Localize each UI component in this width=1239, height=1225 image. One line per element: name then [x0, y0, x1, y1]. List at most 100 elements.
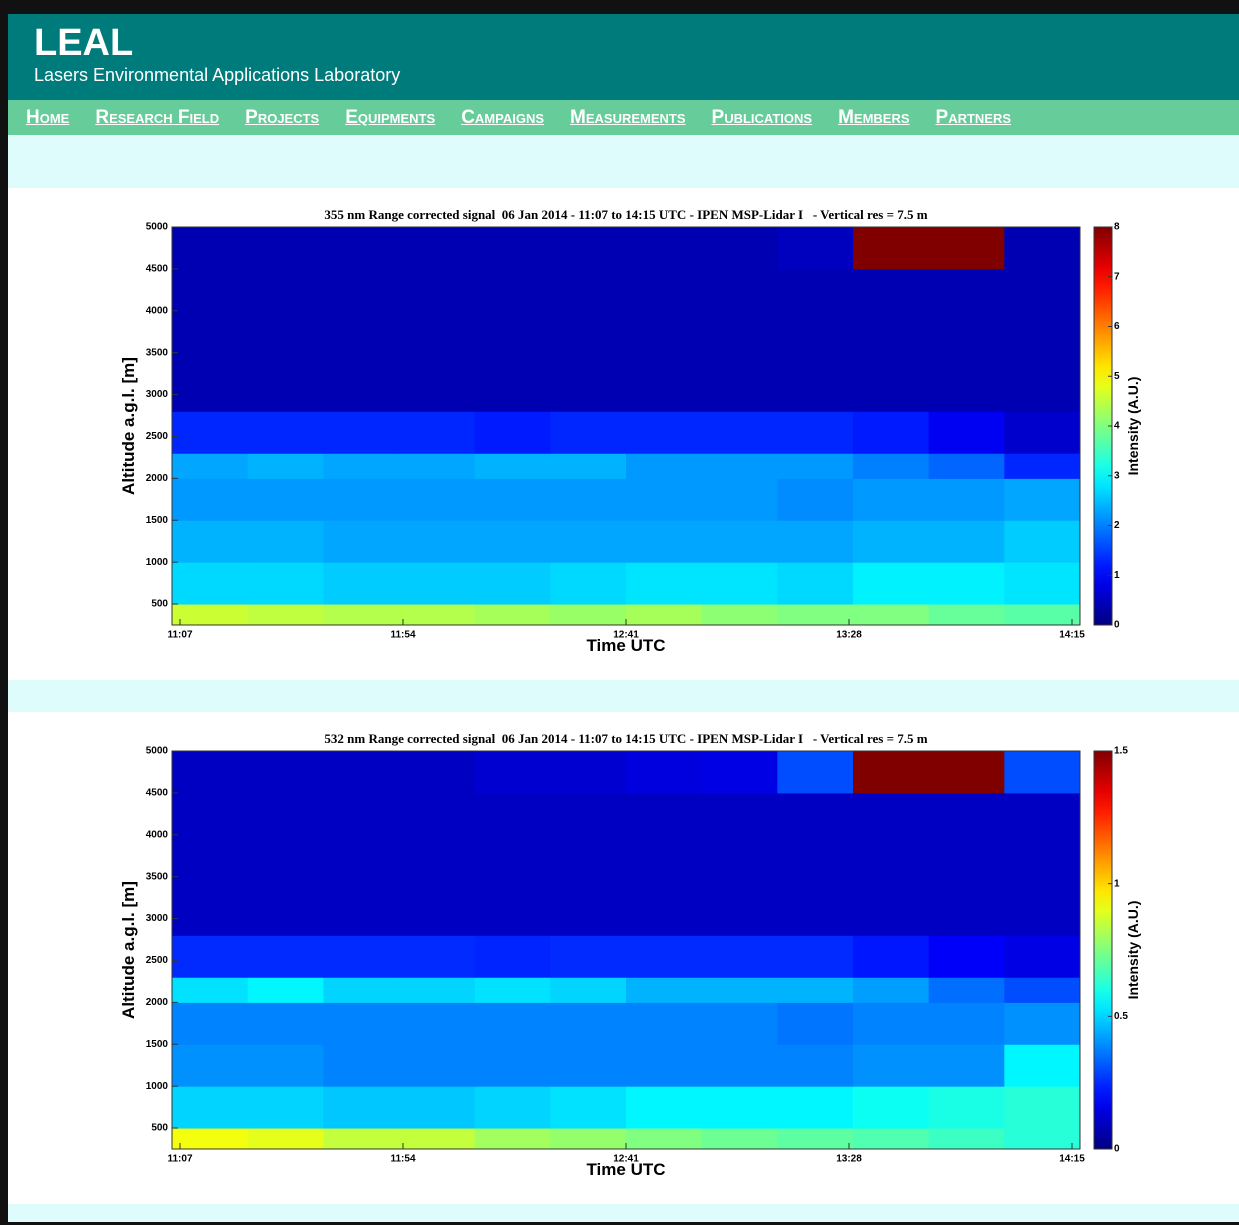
heatmap-cell	[626, 453, 703, 479]
heatmap-cell	[474, 411, 551, 454]
heatmap-cell	[626, 1086, 703, 1129]
heatmap-cell	[247, 268, 324, 412]
heatmap-cell	[928, 411, 1005, 454]
heatmap-cell	[853, 977, 930, 1003]
heatmap-cell	[701, 604, 778, 626]
heatmap-cell	[928, 478, 1005, 521]
nav-link[interactable]: Equipments	[345, 106, 436, 128]
colorbar-tick-label: 8	[1114, 222, 1120, 233]
heatmap-cell	[777, 604, 854, 626]
heatmap-cell	[853, 1086, 930, 1129]
heatmap-cell	[172, 227, 249, 270]
heatmap-cell	[474, 751, 551, 794]
heatmap-cell	[247, 562, 324, 605]
heatmap-cell	[247, 453, 324, 479]
heatmap-cell	[928, 562, 1005, 605]
nav-link[interactable]: Partners	[935, 106, 1012, 128]
heatmap-cell	[777, 1086, 854, 1129]
heatmap-cell	[172, 1086, 249, 1129]
heatmap-cell	[626, 268, 703, 412]
heatmap-cell	[701, 1128, 778, 1150]
heatmap-cell	[550, 792, 627, 936]
heatmap-cell	[626, 751, 703, 794]
x-tick-label: 13:28	[836, 630, 862, 641]
heatmap-cell	[399, 935, 476, 978]
nav-link[interactable]: Research Field	[95, 106, 220, 128]
chart: 355 nm Range corrected signal 06 Jan 201…	[119, 207, 1141, 655]
heatmap-cell	[474, 604, 551, 626]
heatmap-cell	[474, 935, 551, 978]
heatmap-cell	[701, 411, 778, 454]
heatmap-cell	[172, 751, 249, 794]
heatmap-cell	[1004, 520, 1081, 563]
heatmap-cell	[247, 935, 324, 978]
nav-link[interactable]: Publications	[711, 106, 813, 128]
heatmap-cell	[474, 478, 551, 521]
heatmap-cell	[928, 1128, 1005, 1150]
heatmap-cell	[701, 977, 778, 1003]
heatmap-cell	[172, 1128, 249, 1150]
heatmap-cell	[323, 792, 400, 936]
y-tick-label: 4500	[146, 788, 169, 799]
chart-panel: 532 nm Range corrected signal 06 Jan 201…	[8, 712, 1239, 1204]
heatmap-cell	[1004, 411, 1081, 454]
heatmap-cell	[701, 478, 778, 521]
heatmap-cell	[399, 977, 476, 1003]
heatmap-cell	[474, 1128, 551, 1150]
y-tick-label: 3000	[146, 389, 169, 400]
heatmap-cell	[550, 1044, 627, 1087]
nav-link[interactable]: Measurements	[570, 106, 686, 128]
heatmap-cell	[928, 604, 1005, 626]
heatmap-cell	[474, 977, 551, 1003]
colorbar-tick-label: 1.5	[1114, 746, 1128, 757]
heatmap-cell	[247, 1128, 324, 1150]
heatmap-cell	[550, 1002, 627, 1045]
heatmap-cell	[928, 792, 1005, 936]
heatmap-cell	[701, 453, 778, 479]
x-tick-label: 13:28	[836, 1154, 862, 1165]
y-tick-label: 4000	[146, 305, 169, 316]
heatmap-cell	[928, 977, 1005, 1003]
heatmap-cell	[1004, 453, 1081, 479]
heatmap-cell	[1004, 1044, 1081, 1087]
heatmap-cell	[777, 478, 854, 521]
site-subtitle: Lasers Environmental Applications Labora…	[34, 65, 401, 85]
heatmap-cell	[550, 478, 627, 521]
y-tick-label: 2500	[146, 955, 169, 966]
heatmap-cell	[853, 1044, 930, 1087]
heatmap-cell	[323, 977, 400, 1003]
colorbar-tick-label: 0	[1114, 620, 1120, 631]
y-tick-label: 2000	[146, 997, 169, 1008]
heatmap-cell	[550, 562, 627, 605]
heatmap-cell	[701, 268, 778, 412]
heatmap-cell	[853, 520, 930, 563]
nav-link[interactable]: Campaigns	[461, 106, 545, 128]
heatmap-cell	[928, 520, 1005, 563]
heatmap-cell	[550, 977, 627, 1003]
nav-link[interactable]: Home	[26, 106, 70, 128]
x-tick-label: 11:07	[167, 1154, 192, 1165]
nav-link[interactable]: Members	[838, 106, 910, 128]
heatmap-cell	[247, 478, 324, 521]
heatmap-cell	[701, 751, 778, 794]
heatmap-cell	[853, 1002, 930, 1045]
chart-panel: 355 nm Range corrected signal 06 Jan 201…	[8, 188, 1239, 680]
heatmap-cell	[399, 520, 476, 563]
heatmap-cell	[626, 1044, 703, 1087]
y-tick-label: 5000	[146, 222, 169, 233]
colorbar-tick-label: 1	[1114, 878, 1120, 889]
heatmap-cell	[172, 977, 249, 1003]
heatmap-cell	[247, 520, 324, 563]
heatmap-cell	[399, 1002, 476, 1045]
heatmap-cell	[247, 792, 324, 936]
chart-title: 355 nm Range corrected signal 06 Jan 201…	[324, 207, 927, 222]
heatmap-cell	[399, 751, 476, 794]
nav-link[interactable]: Projects	[245, 106, 320, 128]
heatmap-cell	[626, 227, 703, 270]
heatmap-cell	[474, 453, 551, 479]
heatmap-cell	[777, 411, 854, 454]
colorbar	[1093, 750, 1113, 1150]
y-tick-label: 2000	[146, 473, 169, 484]
heatmap-cell	[323, 453, 400, 479]
